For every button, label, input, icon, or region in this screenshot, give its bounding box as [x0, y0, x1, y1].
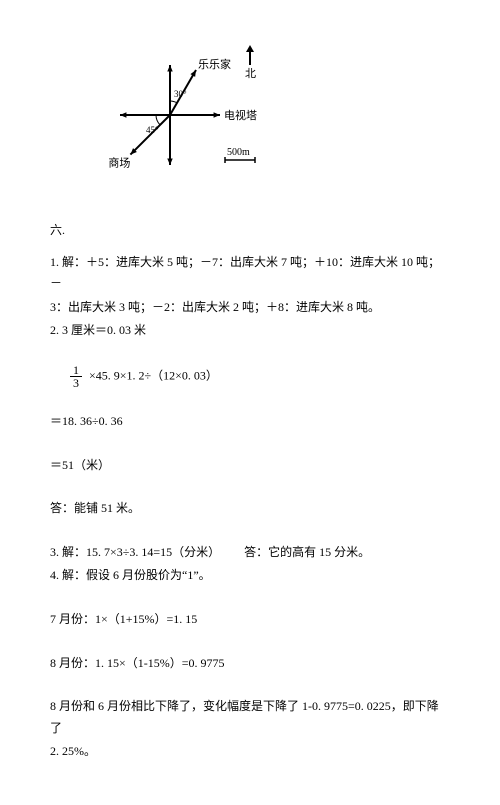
q4-line2: 7 月份：1×（1+15%）=1. 15 [50, 609, 450, 631]
svg-text:北: 北 [245, 67, 256, 80]
svg-text:乐乐家: 乐乐家 [198, 57, 231, 71]
q2-step1: ＝18. 36÷0. 36 [50, 411, 450, 433]
svg-text:电视塔: 电视塔 [224, 108, 257, 122]
section-header: 六. [50, 220, 450, 242]
q1-line1: 1. 解：＋5：进库大米 5 吨；－7：出库大米 7 吨；＋10：进库大米 10… [50, 252, 450, 295]
q2-expr-text: ×45. 9×1. 2÷（12×0. 03） [89, 368, 218, 382]
q2-line1: 2. 3 厘米＝0. 03 米 [50, 320, 450, 342]
q1-line2: 3：出库大米 3 吨；－2：出库大米 2 吨；＋8：进库大米 8 吨。 [50, 297, 450, 319]
q3: 3. 解：15. 7×3÷3. 14=15（分米） 答：它的高有 15 分米。 [50, 542, 450, 564]
svg-text:商场: 商场 [108, 156, 130, 170]
q4-line5: 2. 25%。 [50, 741, 450, 763]
q2-answer: 答：能铺 51 米。 [50, 498, 450, 520]
q4-line1: 4. 解：假设 6 月份股价为“1”。 [50, 565, 450, 587]
svg-text:500m: 500m [227, 147, 250, 158]
q2-expression: 1 3 ×45. 9×1. 2÷（12×0. 03） [66, 364, 450, 389]
fraction-denominator: 3 [70, 377, 82, 389]
compass-diagram: 乐乐家商场 30° 45° 电视塔 北 500m [90, 40, 450, 190]
q4-line3: 8 月份：1. 15×（1-15%）=0. 9775 [50, 653, 450, 675]
q4-line4: 8 月份和 6 月份相比下降了，变化幅度是下降了 1-0. 9775=0. 02… [50, 696, 450, 739]
svg-text:45°: 45° [146, 125, 159, 135]
svg-text:30°: 30° [174, 89, 187, 99]
fraction-one-third: 1 3 [70, 364, 82, 389]
q2-step2: ＝51（米） [50, 455, 450, 477]
diagram-svg: 乐乐家商场 30° 45° 电视塔 北 500m [90, 40, 270, 190]
